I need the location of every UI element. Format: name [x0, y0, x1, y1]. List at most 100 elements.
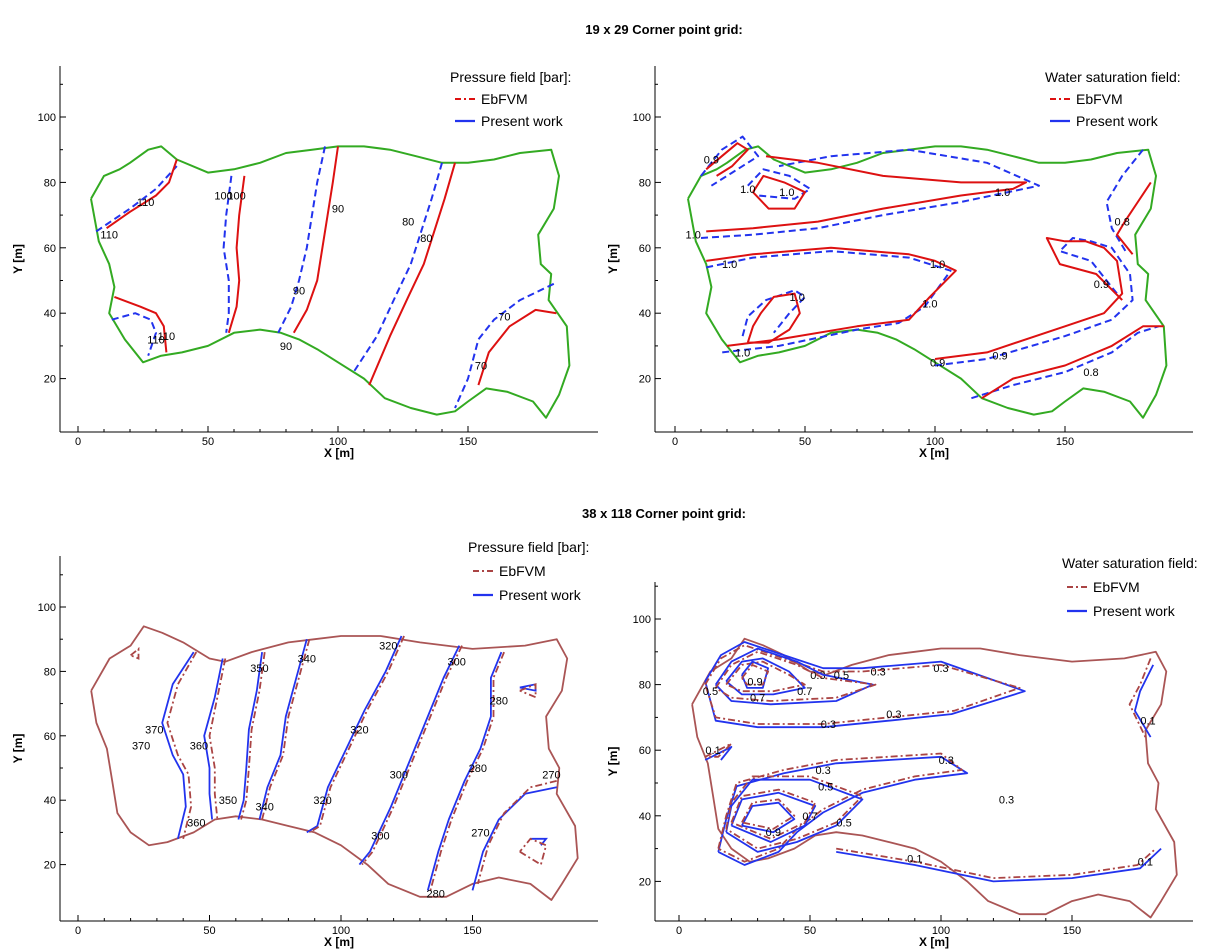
- x-tick-label: 150: [463, 925, 481, 937]
- contour-label-0.1: 0.1: [907, 853, 922, 865]
- present-work-contour-270: [471, 786, 557, 891]
- present-work-contour-0.1: [1134, 664, 1155, 738]
- ebfvm-contour-350: [240, 651, 266, 820]
- ebfvm-contour-0.9: [705, 142, 749, 177]
- contour-label-1.0: 1.0: [790, 292, 805, 304]
- present-work-contour-90: [277, 146, 326, 334]
- contour-label-100: 100: [214, 190, 232, 202]
- ebfvm-contour-0.3: [717, 752, 963, 863]
- present-work-contour-0.9: [741, 801, 796, 834]
- contour-label-0.5: 0.5: [703, 686, 718, 698]
- contour-label-0.9: 0.9: [992, 351, 1007, 363]
- contour-label-0.5: 0.5: [818, 781, 833, 793]
- contour-label-0.3: 0.3: [933, 663, 948, 675]
- ebfvm-contour-0.9: [741, 664, 769, 686]
- ebfvm-contour-320: [308, 635, 405, 834]
- x-tick-label: 100: [926, 436, 944, 448]
- contour-label-0.5: 0.5: [834, 670, 849, 682]
- contour-label-270: 270: [542, 769, 560, 781]
- present-work-contour-370: [161, 651, 195, 840]
- contour-label-370: 370: [145, 724, 163, 736]
- x-tick-label: 150: [1056, 436, 1074, 448]
- x-tick-label: 100: [329, 436, 347, 448]
- x-tick-label: 50: [799, 436, 811, 448]
- ebfvm-contour-0.9: [741, 798, 796, 830]
- domain-boundary: [687, 145, 1168, 419]
- contour-label-0.8: 0.8: [1083, 367, 1098, 379]
- x-tick-label: 150: [1063, 925, 1081, 937]
- contour-label-90: 90: [293, 285, 305, 297]
- y-tick-label: 20: [639, 876, 651, 888]
- legend-present-label: Present work: [499, 587, 582, 603]
- ebfvm-contour-340: [261, 638, 311, 820]
- present-work-contour-110: [111, 312, 157, 357]
- contour-label-1.0: 1.0: [779, 187, 794, 199]
- x-axis-title: X [m]: [919, 446, 949, 460]
- contour-label-280: 280: [490, 695, 508, 707]
- contour-label-350: 350: [250, 663, 268, 675]
- y-tick-label: 40: [639, 308, 651, 320]
- contour-label-280: 280: [427, 889, 445, 901]
- y-tick-label: 100: [633, 112, 651, 124]
- y-tick-label: 80: [639, 680, 651, 692]
- y-tick-label: 60: [44, 243, 56, 255]
- contour-label-1.0: 1.0: [995, 187, 1010, 199]
- x-tick-label: 0: [672, 436, 678, 448]
- contour-label-80: 80: [420, 233, 432, 245]
- contour-label-0.9: 0.9: [766, 827, 781, 839]
- contour-label-1.0: 1.0: [686, 230, 701, 242]
- ebfvm-contour-90: [292, 146, 339, 334]
- ebfvm-contour-370: [166, 651, 198, 840]
- legend-title: Water saturation field:: [1045, 69, 1181, 85]
- x-tick-label: 150: [459, 436, 477, 448]
- y-tick-label: 80: [639, 177, 651, 189]
- present-work-contour-340: [258, 638, 308, 820]
- ebfvm-contour-0.5: [714, 650, 877, 702]
- ebfvm-contour-110: [114, 295, 168, 353]
- contour-label-300: 300: [390, 769, 408, 781]
- contour-label-1.0: 1.0: [740, 184, 755, 196]
- contour-label-350: 350: [219, 795, 237, 807]
- contour-label-110: 110: [137, 197, 155, 209]
- ebfvm-contour-280: [429, 651, 505, 891]
- y-tick-label: 20: [44, 860, 56, 872]
- present-work-contour-0.3: [717, 755, 969, 866]
- present-work-contour-280: [426, 651, 503, 891]
- contour-label-320: 320: [379, 641, 397, 653]
- y-axis-title: Y [m]: [11, 244, 25, 274]
- present-work-contour-300: [358, 645, 461, 866]
- ebfvm-contour-1.0: [746, 292, 801, 344]
- contour-label-1.0: 1.0: [722, 259, 737, 271]
- x-tick-label: 50: [203, 925, 215, 937]
- contour-label-340: 340: [256, 802, 274, 814]
- domain-boundary: [691, 637, 1178, 919]
- contour-label-0.3: 0.3: [939, 755, 954, 767]
- present-work-contour-1.0: [705, 250, 952, 354]
- legend-present-label: Present work: [1093, 603, 1176, 619]
- contour-label-100: 100: [227, 190, 245, 202]
- contour-label-0.1: 0.1: [705, 745, 720, 757]
- contour-label-0.3: 0.3: [815, 765, 830, 777]
- contour-label-280: 280: [469, 763, 487, 775]
- legend-ebfvm-label: EbFVM: [499, 563, 546, 579]
- present-work-contour-1.0: [700, 148, 1040, 239]
- legend-present-label: Present work: [1076, 113, 1159, 129]
- present-work-contour-0.1: [836, 847, 1162, 883]
- x-axis-title: X [m]: [324, 935, 354, 949]
- y-tick-label: 80: [44, 177, 56, 189]
- ebfvm-contour-0.7: [725, 660, 806, 693]
- present-work-contour-0.9: [700, 135, 760, 187]
- contour-label-70: 70: [498, 311, 510, 323]
- y-axis-title: Y [m]: [606, 747, 620, 777]
- domain-boundary: [90, 625, 579, 901]
- contour-label-270: 270: [471, 827, 489, 839]
- ebfvm-contour-1.0: [706, 155, 1027, 233]
- contour-label-0.3: 0.3: [886, 709, 901, 721]
- y-tick-label: 100: [38, 602, 56, 614]
- contour-label-110: 110: [100, 230, 118, 242]
- y-tick-label: 20: [44, 374, 56, 386]
- ebfvm-contour-1.0: [706, 246, 957, 347]
